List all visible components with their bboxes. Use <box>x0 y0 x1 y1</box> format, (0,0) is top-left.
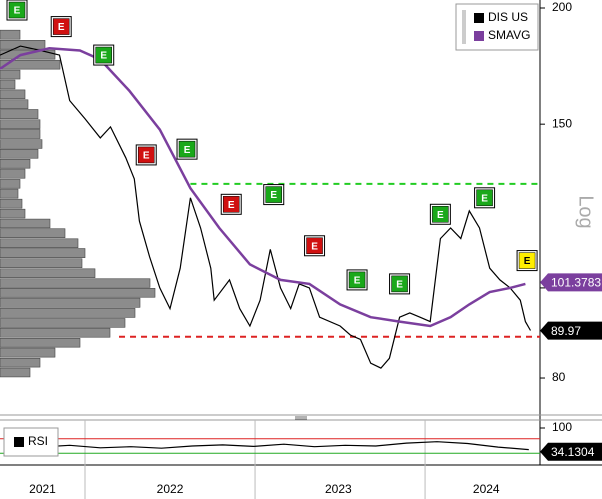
earnings-label: E <box>396 280 403 291</box>
legend-box <box>3 427 59 457</box>
legend: DIS US SMAVG <box>455 3 539 51</box>
earnings-marker-fill <box>518 252 536 269</box>
y-tick-label: 200 <box>552 0 572 14</box>
value-tag <box>540 321 602 340</box>
earnings-label: E <box>14 6 21 17</box>
volume-profile-bar <box>0 89 26 100</box>
volume-profile-bar <box>0 248 86 258</box>
value-tag-label: 34.1304 <box>551 445 595 459</box>
legend-label: RSI <box>28 434 48 448</box>
y-tick-label: 150 <box>552 116 572 130</box>
legend-swatch <box>14 437 24 447</box>
earnings-marker-fill <box>432 206 449 223</box>
earnings-label: E <box>58 22 65 33</box>
volume-profile-bar <box>0 179 21 189</box>
earnings-label: E <box>228 200 235 211</box>
value-tag <box>540 442 602 461</box>
legend-label: DIS US <box>488 10 528 24</box>
volume-profile-bar <box>0 218 51 229</box>
y-tick-label: 80 <box>552 370 566 384</box>
earnings-label: E <box>524 256 531 267</box>
legend-handle <box>462 10 466 44</box>
volume-profile-bar <box>0 139 43 149</box>
x-tick-label: 2023 <box>325 482 352 496</box>
volume-profile-bar <box>0 347 56 358</box>
volume-profile-bar <box>0 288 156 298</box>
volume-profile-bar <box>0 228 66 239</box>
earnings-marker-fill <box>222 196 240 213</box>
series-line <box>0 45 532 369</box>
volume-profile-bar <box>0 308 136 318</box>
y-tick-label: 100 <box>552 420 572 434</box>
earnings-label: E <box>100 51 107 62</box>
value-tag <box>540 273 602 292</box>
volume-profile-bar <box>0 29 21 40</box>
volume-profile-bar <box>0 278 151 288</box>
volume-profile-bar <box>0 327 111 338</box>
series-line <box>0 47 526 328</box>
volume-profile-bar <box>0 238 79 248</box>
volume-profile-bar <box>0 188 19 199</box>
volume-profile-bar <box>0 258 83 269</box>
volume-profile-bar <box>0 268 96 278</box>
volume-profile-bar <box>0 168 26 179</box>
earnings-marker-fill <box>178 140 196 158</box>
volume-profile-bar <box>0 297 141 308</box>
legend-box <box>455 3 539 51</box>
volume-profile-bar <box>0 59 61 70</box>
value-tag-label: 89.97 <box>551 324 581 338</box>
earnings-marker-fill <box>52 18 70 35</box>
legend-swatch <box>474 13 484 23</box>
volume-profile-bar <box>0 129 41 139</box>
earnings-marker-fill <box>306 237 323 255</box>
volume-profile-bar <box>0 367 31 378</box>
earnings-label: E <box>354 276 361 287</box>
earnings-label: E <box>184 145 191 156</box>
x-tick-label: 2022 <box>157 482 184 496</box>
volume-profile-bar <box>0 338 81 348</box>
earnings-label: E <box>481 193 488 204</box>
earnings-marker-fill <box>95 46 112 64</box>
volume-profile-bar <box>0 148 39 159</box>
volume-profile-bar <box>0 119 41 129</box>
earnings-marker-fill <box>391 275 408 293</box>
earnings-label: E <box>143 151 150 162</box>
volume-profile-bar <box>0 40 46 50</box>
volume-profile-bar <box>0 99 29 109</box>
volume-profile-bar <box>0 109 39 119</box>
earnings-marker-fill <box>265 186 282 203</box>
earnings-marker-fill <box>8 1 26 19</box>
legend-swatch <box>474 31 484 41</box>
volume-profile-bar <box>0 79 16 90</box>
volume-profile-bar <box>0 318 126 328</box>
earnings-marker-fill <box>348 271 366 289</box>
volume-profile-bar <box>0 158 31 169</box>
series-line <box>8 441 529 451</box>
legend-label: SMAVG <box>488 28 530 42</box>
volume-profile-bar <box>0 69 21 80</box>
volume-profile-bar <box>0 208 26 219</box>
x-tick-label: 2024 <box>473 482 500 496</box>
earnings-marker-fill <box>476 189 493 207</box>
value-tag-label: 101.3783 <box>551 276 601 290</box>
earnings-label: E <box>437 210 444 221</box>
earnings-label: E <box>270 190 277 201</box>
volume-profile-bar <box>0 357 41 368</box>
earnings-label: E <box>311 241 318 252</box>
volume-profile-bar <box>0 198 23 209</box>
earnings-marker-fill <box>137 146 155 164</box>
axis-label: Log <box>575 195 597 228</box>
x-tick-label: 2021 <box>29 482 56 496</box>
